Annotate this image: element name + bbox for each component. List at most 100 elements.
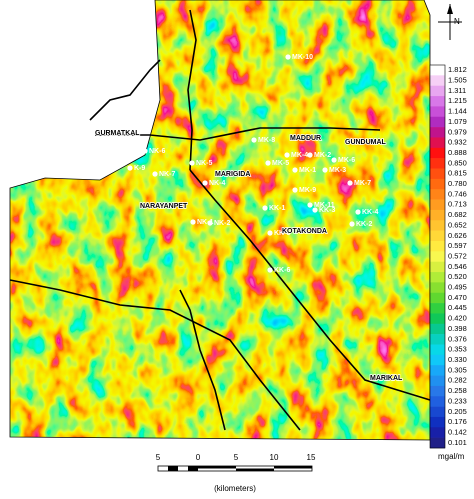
scale-label: 0.282 <box>448 376 467 385</box>
scale-swatch <box>430 323 445 335</box>
scale-swatch <box>430 365 445 376</box>
station-label: K-9 <box>134 165 145 172</box>
scale-label: 0.682 <box>448 210 467 219</box>
scale-frame <box>429 64 446 449</box>
scale-swatch <box>430 127 445 138</box>
station-marker <box>152 171 158 177</box>
station-label: NK-7 <box>159 171 175 178</box>
station-label: MK-6 <box>338 157 355 164</box>
station-label: NK-4 <box>209 180 225 187</box>
station-label: MK-8 <box>258 137 275 144</box>
station-marker <box>349 221 355 227</box>
scale-label: 0.142 <box>448 427 467 436</box>
scale-swatch <box>430 385 445 397</box>
station-marker <box>307 152 313 158</box>
station-label: NK-5 <box>196 160 212 167</box>
scale-label: 0.495 <box>448 283 467 292</box>
scale-swatch <box>430 396 445 407</box>
station-marker <box>267 267 273 273</box>
map-border <box>9 0 431 441</box>
faults <box>9 9 431 431</box>
scale-swatch <box>430 178 445 190</box>
scale-label: 0.101 <box>448 438 467 447</box>
scale-swatch <box>430 282 445 294</box>
scale-bar-label: 5 <box>234 453 239 462</box>
station-marker <box>307 202 313 208</box>
station-label: MK-1 <box>299 167 316 174</box>
scale-label: 0.520 <box>448 272 467 281</box>
scale-swatch <box>430 158 445 169</box>
station-marker <box>284 152 290 158</box>
station-label: MK-11 <box>314 202 335 209</box>
station-marker <box>190 219 196 225</box>
scale-label: 0.979 <box>448 127 467 136</box>
north-arrow: N <box>438 4 462 40</box>
station-label: MK-4 <box>291 152 308 159</box>
station-label: MK-3 <box>329 167 346 174</box>
station-label: MK-5 <box>272 160 289 167</box>
station-label: KK-3 <box>319 207 335 214</box>
station-marker <box>267 230 273 236</box>
place-label: MARIKAL <box>370 375 403 382</box>
scale-swatch <box>430 303 445 314</box>
scale-label: 0.546 <box>448 262 467 271</box>
scale-bar-label: 5 <box>156 453 161 462</box>
scale-label: 0.932 <box>448 138 467 147</box>
station-marker <box>207 220 213 226</box>
north-label: N <box>454 17 460 26</box>
station-marker <box>322 167 328 173</box>
station-label: NK-6 <box>149 148 165 155</box>
scale-label: 0.205 <box>448 407 467 416</box>
station-label: MK-7 <box>354 180 371 187</box>
scale-label: 0.713 <box>448 200 467 209</box>
scale-swatch <box>430 375 445 387</box>
scale-swatch <box>430 292 445 304</box>
scale-label: 0.176 <box>448 417 467 426</box>
scale-label: 0.398 <box>448 324 467 333</box>
scale-label: 0.353 <box>448 345 467 354</box>
station-label: MK-2 <box>314 152 331 159</box>
scale-swatch <box>430 251 445 262</box>
station-marker <box>347 180 353 186</box>
scale-swatch <box>430 261 445 273</box>
scale-swatch <box>430 75 445 87</box>
scale-swatch <box>430 334 445 345</box>
scale-bar-label: 15 <box>307 453 316 462</box>
scale-unit: (kilometers) <box>214 484 256 493</box>
scale-swatch <box>430 65 445 76</box>
place-label: MARIGIDA <box>215 171 250 178</box>
scale-bar-label: 0 <box>196 453 201 462</box>
station-label: KK-4 <box>362 209 378 216</box>
scale-label: 0.888 <box>448 148 467 157</box>
station-marker <box>355 209 361 215</box>
scale-label: 0.330 <box>448 355 467 364</box>
station-marker <box>189 160 195 166</box>
scale-swatch <box>430 189 445 200</box>
scale-label: 0.305 <box>448 365 467 374</box>
scale-label: 0.626 <box>448 231 467 240</box>
scale-swatch <box>430 240 445 252</box>
scale-swatch <box>430 230 445 242</box>
scale-label: 1.079 <box>448 117 467 126</box>
station-marker <box>265 160 271 166</box>
scale-swatch <box>430 168 445 180</box>
scale-label: 0.746 <box>448 189 467 198</box>
scale-swatch <box>430 354 445 366</box>
scale-swatch <box>430 344 445 356</box>
scale-label: 1.812 <box>448 65 467 74</box>
scale-swatch <box>430 147 445 159</box>
scale-label: 0.376 <box>448 334 467 343</box>
scale-title: mgal/m <box>438 452 465 461</box>
scale-bar-label: 10 <box>270 453 279 462</box>
scale-swatch <box>430 209 445 221</box>
station-marker <box>285 54 291 60</box>
scale-swatch <box>430 313 445 325</box>
place-label: GURMATKAL <box>95 130 140 137</box>
scale-label: 0.258 <box>448 386 467 395</box>
place-label: GUNDUMAL <box>345 139 387 146</box>
scale-label: 0.233 <box>448 396 467 405</box>
station-label: MK-9 <box>299 187 316 194</box>
station-label: NK-1 <box>197 219 213 226</box>
scale-label: 0.597 <box>448 241 467 250</box>
scale-swatch <box>430 416 445 428</box>
